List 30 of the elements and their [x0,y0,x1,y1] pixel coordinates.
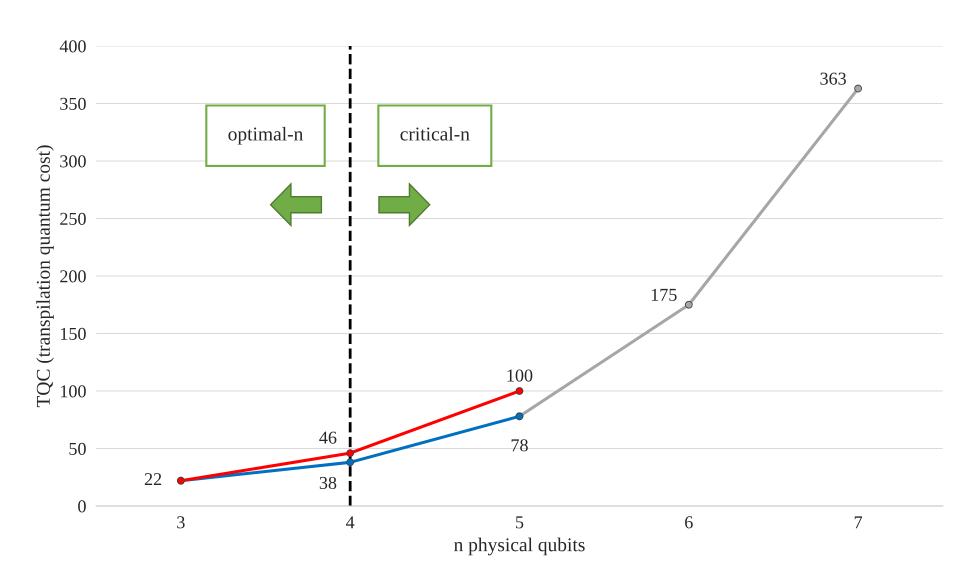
data-label: 78 [512,439,528,452]
y-tick-label: 300 [60,155,86,168]
x-tick-label: 7 [854,516,862,528]
annotation: optimal-n [228,126,304,145]
point [346,458,354,466]
point [516,387,524,395]
y-tick-label: 50 [69,442,86,455]
data-label: 363 [820,72,846,85]
x-tick-label: 5 [516,516,524,528]
y-tick-label: 150 [60,328,86,340]
point [684,300,693,309]
y-tick-label: 250 [60,212,86,225]
data-label: 38 [320,476,336,490]
data-label: 46 [319,432,336,444]
y-tick-label: 400 [60,40,86,52]
x-axis-title: n physical qubits [454,538,585,556]
x-tick-label: 4 [346,516,354,528]
y-tick-label: 200 [60,270,86,282]
data-label: 100 [508,369,532,382]
x-tick-label: 3 [177,516,185,528]
point [346,449,354,457]
data-label: 22 [144,473,162,486]
y-tick-label: 100 [60,385,86,398]
annotation: critical-n [400,126,470,141]
data-label: 175 [652,288,677,301]
y-tick-label: 0 [78,500,86,512]
x-tick-label: 6 [685,516,693,528]
point [854,84,862,92]
y-tick-label: 350 [60,98,86,110]
y-axis-title: TQC (transpilation quantum cost) [36,145,54,408]
